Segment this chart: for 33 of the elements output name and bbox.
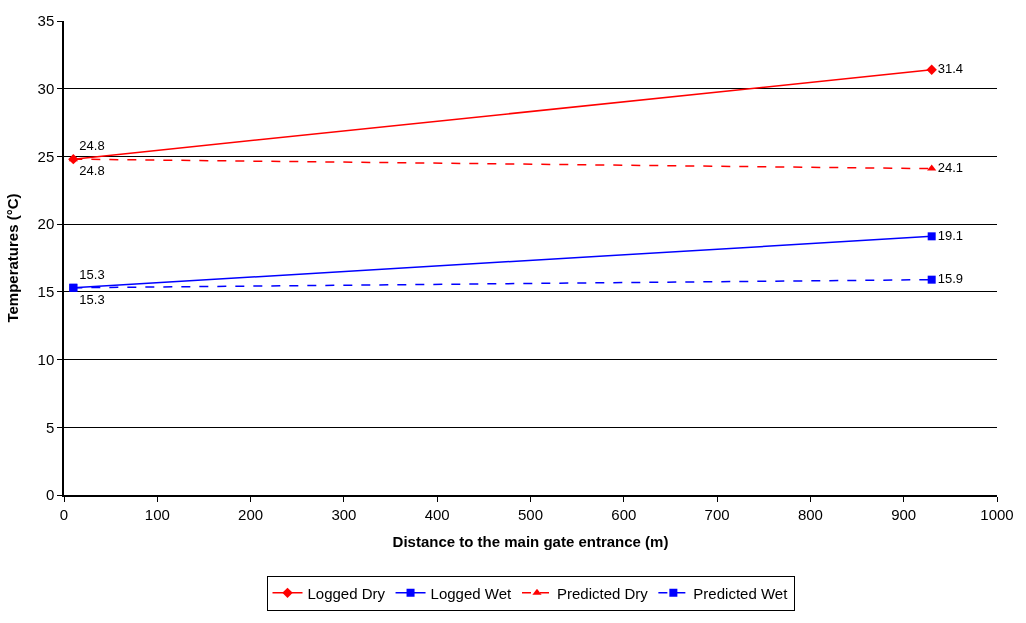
y-tick-label: 25 — [37, 147, 55, 165]
x-tick-label: 300 — [331, 505, 357, 523]
y-tick-label: 35 — [37, 12, 55, 30]
x-axis-title: Distance to the main gate entrance (m) — [392, 533, 669, 551]
data-label: 19.1 — [937, 227, 963, 243]
x-tick-label: 800 — [797, 505, 823, 523]
data-label: 31.4 — [937, 61, 963, 76]
x-tick-label: 700 — [704, 505, 730, 523]
x-tick-label: 200 — [238, 505, 264, 523]
x-tick-label: 1000 — [980, 505, 1014, 523]
data-label: 15.9 — [937, 270, 963, 286]
x-tick-label: 500 — [517, 505, 544, 523]
y-tick-label: 20 — [37, 215, 55, 233]
x-tick-label: 100 — [144, 505, 170, 523]
y-axis-title: Temperatures (°C) — [4, 193, 22, 323]
x-tick-label: 0 — [59, 505, 69, 523]
y-tick-label: 30 — [37, 79, 55, 97]
legend-label: Logged Wet — [430, 584, 512, 602]
data-label: 24.8 — [79, 137, 105, 153]
data-label: 15.3 — [79, 266, 105, 282]
y-tick-label: 10 — [37, 350, 55, 368]
data-label: 24.8 — [79, 162, 105, 178]
y-tick-label: 5 — [45, 418, 55, 436]
legend-label: Predicted Wet — [693, 584, 789, 602]
x-tick-label: 900 — [891, 505, 917, 523]
y-tick-label: 15 — [37, 283, 55, 301]
y-tick-label: 0 — [45, 486, 55, 504]
legend-label: Predicted Dry — [557, 584, 649, 602]
x-tick-label: 600 — [611, 505, 637, 523]
data-label: 15.3 — [79, 291, 105, 307]
x-tick-label: 400 — [424, 505, 450, 523]
data-label: 24.1 — [937, 159, 963, 175]
legend-label: Logged Dry — [307, 584, 386, 602]
